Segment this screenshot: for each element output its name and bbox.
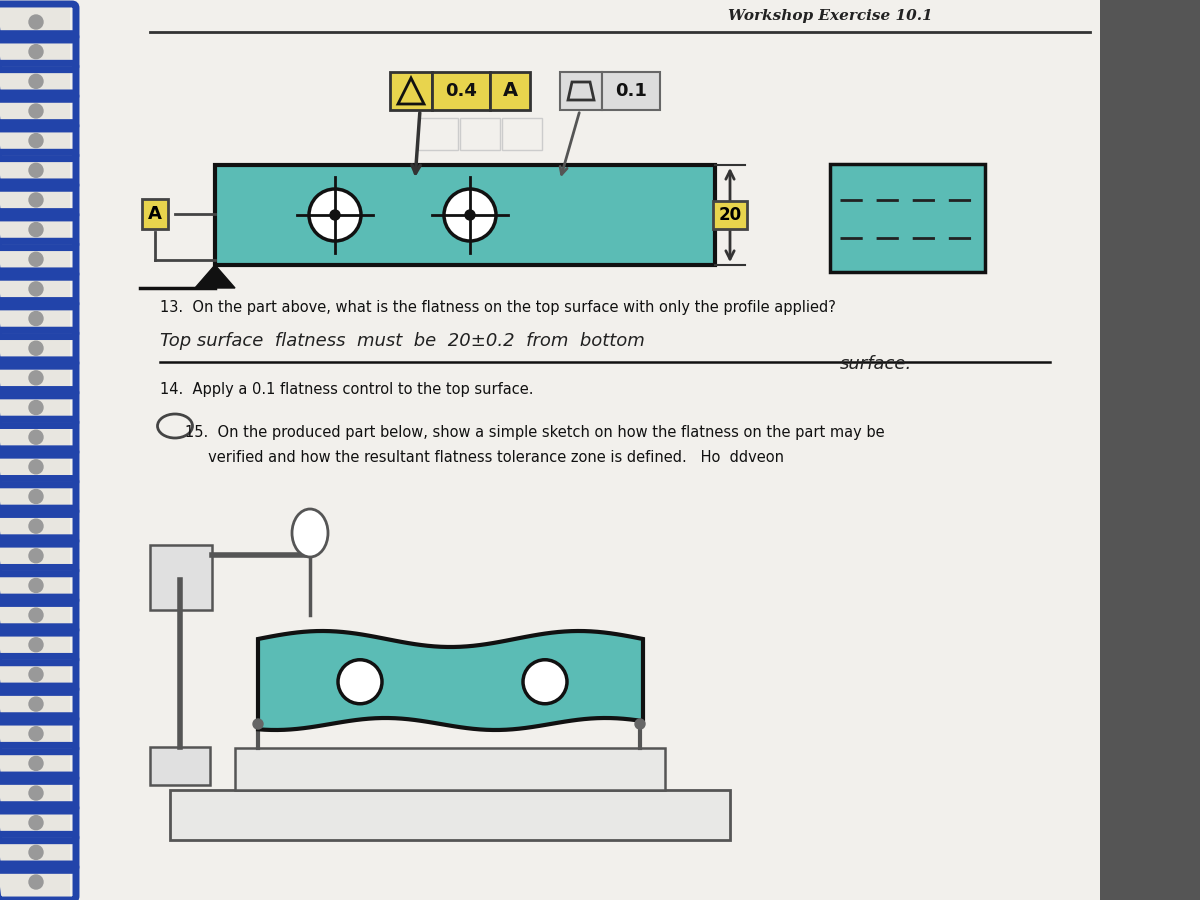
FancyBboxPatch shape <box>1100 0 1200 900</box>
Text: verified and how the resultant flatness tolerance zone is defined.   Ho  ddveon: verified and how the resultant flatness … <box>185 450 784 465</box>
Circle shape <box>29 815 43 830</box>
FancyBboxPatch shape <box>390 72 432 110</box>
Text: Top surface  flatness  must  be  20±0.2  from  bottom: Top surface flatness must be 20±0.2 from… <box>160 332 644 350</box>
Circle shape <box>29 668 43 681</box>
Text: Workshop Exercise 10.1: Workshop Exercise 10.1 <box>727 9 932 23</box>
Circle shape <box>253 719 263 729</box>
Circle shape <box>29 75 43 88</box>
Text: A: A <box>503 82 517 101</box>
Circle shape <box>523 660 568 704</box>
Circle shape <box>330 210 340 220</box>
Circle shape <box>29 608 43 622</box>
Text: 20: 20 <box>719 206 742 224</box>
Circle shape <box>466 210 475 220</box>
Ellipse shape <box>292 509 328 557</box>
Circle shape <box>444 189 496 241</box>
FancyBboxPatch shape <box>215 165 715 265</box>
FancyBboxPatch shape <box>235 748 665 790</box>
Polygon shape <box>194 265 235 288</box>
Circle shape <box>29 222 43 237</box>
Circle shape <box>29 311 43 326</box>
Circle shape <box>29 400 43 415</box>
FancyBboxPatch shape <box>490 72 530 110</box>
Circle shape <box>29 519 43 533</box>
Circle shape <box>29 579 43 592</box>
Circle shape <box>310 189 361 241</box>
Circle shape <box>29 460 43 473</box>
Text: 0.4: 0.4 <box>445 82 476 100</box>
Circle shape <box>29 756 43 770</box>
Circle shape <box>29 252 43 266</box>
Circle shape <box>29 15 43 29</box>
Circle shape <box>29 163 43 177</box>
Circle shape <box>29 490 43 503</box>
Circle shape <box>29 45 43 58</box>
Circle shape <box>29 282 43 296</box>
Circle shape <box>29 786 43 800</box>
FancyBboxPatch shape <box>150 747 210 785</box>
Circle shape <box>29 430 43 445</box>
FancyBboxPatch shape <box>70 0 1100 900</box>
FancyBboxPatch shape <box>170 790 730 840</box>
Text: 15.  On the produced part below, show a simple sketch on how the flatness on the: 15. On the produced part below, show a s… <box>185 425 884 440</box>
Circle shape <box>635 719 646 729</box>
Text: 13.  On the part above, what is the flatness on the top surface with only the pr: 13. On the part above, what is the flatn… <box>160 300 836 315</box>
FancyBboxPatch shape <box>602 72 660 110</box>
FancyBboxPatch shape <box>150 545 212 610</box>
Circle shape <box>29 104 43 118</box>
FancyBboxPatch shape <box>560 72 602 110</box>
Text: A: A <box>148 205 162 223</box>
Circle shape <box>29 193 43 207</box>
FancyBboxPatch shape <box>830 164 985 272</box>
Circle shape <box>29 638 43 652</box>
Circle shape <box>29 875 43 889</box>
Text: 14.  Apply a 0.1 flatness control to the top surface.: 14. Apply a 0.1 flatness control to the … <box>160 382 534 397</box>
Circle shape <box>29 726 43 741</box>
Circle shape <box>29 549 43 562</box>
Circle shape <box>29 698 43 711</box>
Circle shape <box>29 341 43 356</box>
Circle shape <box>29 133 43 148</box>
Circle shape <box>338 660 382 704</box>
FancyBboxPatch shape <box>432 72 490 110</box>
Text: surface.: surface. <box>840 355 912 373</box>
Text: 0.1: 0.1 <box>616 82 647 100</box>
Polygon shape <box>258 631 643 730</box>
Circle shape <box>29 371 43 385</box>
Circle shape <box>29 845 43 859</box>
